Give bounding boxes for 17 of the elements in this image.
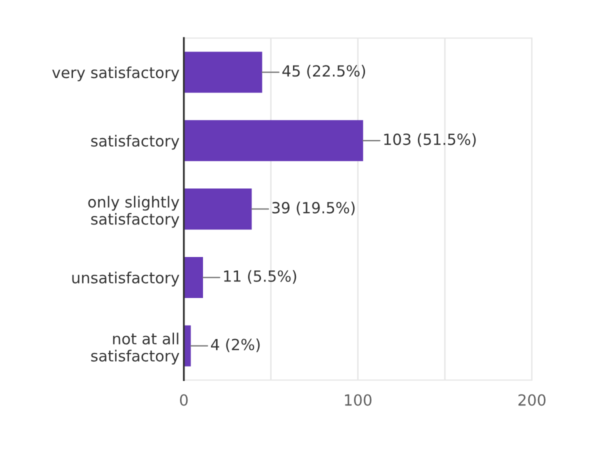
bar (184, 52, 262, 93)
data-label: 4 (2%) (211, 338, 260, 352)
y-tick-label: satisfactory (91, 134, 180, 150)
bar (184, 256, 203, 298)
x-tick-label: 100 (344, 394, 372, 406)
data-label: 11 (5.5%) (224, 270, 296, 284)
y-tick-label: very satisfactory (52, 66, 180, 82)
data-label: 45 (22.5%) (282, 64, 366, 78)
y-tick-label: not at all satisfactory (91, 332, 180, 365)
y-tick-label: only slightly satisfactory (88, 196, 180, 228)
bar (184, 120, 364, 162)
data-label: 103 (51.5%) (384, 133, 476, 147)
y-tick-label: unsatisfactory (72, 272, 180, 286)
data-label: 39 (19.5%) (272, 202, 355, 216)
x-tick-label: 200 (518, 394, 546, 406)
bar (184, 188, 252, 230)
x-tick-label: 0 (180, 394, 188, 406)
